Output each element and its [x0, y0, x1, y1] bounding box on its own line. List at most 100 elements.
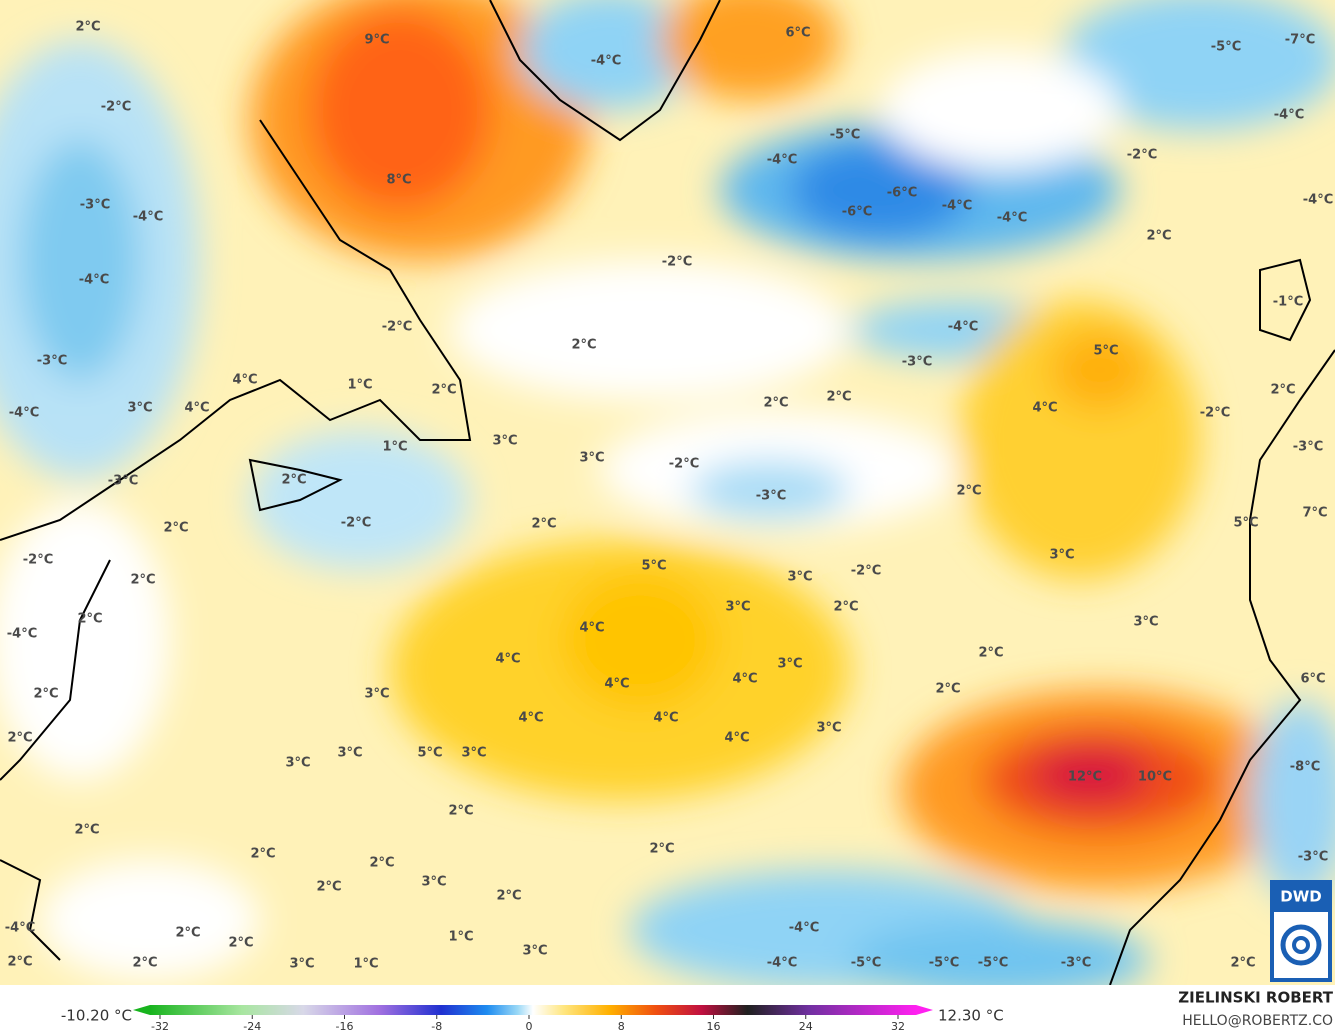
temperature-label: 3°C: [492, 434, 517, 449]
temperature-label: -3°C: [1293, 440, 1323, 455]
temperature-label: 2°C: [826, 390, 851, 405]
temperature-label: 2°C: [7, 955, 32, 970]
temperature-label: -2°C: [101, 100, 131, 115]
temperature-label: -6°C: [842, 205, 872, 220]
temperature-label: 3°C: [777, 657, 802, 672]
temperature-label: 3°C: [725, 600, 750, 615]
colorbar-tick-label: 24: [799, 1020, 813, 1033]
temperature-label: -2°C: [341, 516, 371, 531]
temperature-label: 5°C: [641, 559, 666, 574]
temperature-label: 3°C: [127, 401, 152, 416]
temperature-label: -2°C: [382, 320, 412, 335]
temperature-label: -4°C: [79, 273, 109, 288]
temperature-label: 3°C: [285, 756, 310, 771]
temperature-label: -6°C: [887, 186, 917, 201]
temperature-label: -4°C: [942, 199, 972, 214]
temperature-label: -8°C: [1290, 760, 1320, 775]
temperature-label: -2°C: [1200, 406, 1230, 421]
temperature-label: 3°C: [816, 721, 841, 736]
temperature-label: 5°C: [417, 746, 442, 761]
temperature-label: 8°C: [386, 173, 411, 188]
temperature-label: 12°C: [1068, 770, 1102, 785]
temperature-label: 3°C: [787, 570, 812, 585]
coastline: [248, 458, 343, 512]
temperature-label: 6°C: [1300, 672, 1325, 687]
contact: HELLO@ROBERTZ.CO: [1182, 1013, 1333, 1029]
temperature-label: -4°C: [7, 627, 37, 642]
coastline: [489, 0, 721, 142]
temperature-label: -3°C: [80, 198, 110, 213]
temperature-label: 2°C: [250, 847, 275, 862]
temperature-label: 1°C: [382, 440, 407, 455]
temperature-label: -3°C: [37, 354, 67, 369]
colorbar-max-arrow: [916, 1005, 933, 1015]
temperature-label: 3°C: [461, 746, 486, 761]
max-value: 12.30 °C: [938, 1007, 1004, 1025]
colorbar-tick-label: 0: [526, 1020, 533, 1033]
temperature-label: -1°C: [1273, 295, 1303, 310]
temperature-label: 9°C: [364, 33, 389, 48]
temperature-label: 4°C: [653, 711, 678, 726]
temperature-label: 2°C: [132, 956, 157, 971]
temperature-label: 5°C: [1233, 516, 1258, 531]
colorbar-tick-label: -24: [243, 1020, 261, 1033]
temperature-label: 5°C: [1093, 344, 1118, 359]
temperature-label: 2°C: [33, 687, 58, 702]
coastline: [0, 119, 472, 541]
coastline: [0, 859, 61, 961]
temperature-label: -2°C: [851, 564, 881, 579]
temperature-label: 2°C: [281, 473, 306, 488]
temperature-label: -4°C: [767, 956, 797, 971]
temperature-label: 2°C: [7, 731, 32, 746]
temperature-label: 2°C: [1146, 229, 1171, 244]
colorbar-tick-label: -16: [336, 1020, 354, 1033]
temperature-label: -4°C: [1303, 193, 1333, 208]
temperature-label: 2°C: [163, 521, 188, 536]
temperature-label: 2°C: [496, 889, 521, 904]
temperature-label: 3°C: [1049, 548, 1074, 563]
logo-swirl: [1292, 936, 1310, 954]
temperature-label: 10°C: [1138, 770, 1172, 785]
temperature-label: 4°C: [518, 711, 543, 726]
temperature-label: -2°C: [662, 255, 692, 270]
temperature-label: -4°C: [767, 153, 797, 168]
temperature-label: 4°C: [495, 652, 520, 667]
temperature-label: 4°C: [724, 731, 749, 746]
temperature-label: -4°C: [997, 211, 1027, 226]
temperature-label: -3°C: [1061, 956, 1091, 971]
temperature-label: -3°C: [108, 474, 138, 489]
temperature-label: -5°C: [929, 956, 959, 971]
temperature-label: 2°C: [978, 646, 1003, 661]
temperature-label: -5°C: [851, 956, 881, 971]
temperature-label: -2°C: [1127, 148, 1157, 163]
logo-text: DWD: [1280, 888, 1321, 906]
temperature-label: 4°C: [1032, 401, 1057, 416]
temperature-label: 2°C: [369, 856, 394, 871]
temperature-label: 3°C: [289, 957, 314, 972]
temperature-label: 7°C: [1302, 506, 1327, 521]
colorbar-tick-label: 8: [618, 1020, 625, 1033]
temperature-label: -5°C: [1211, 40, 1241, 55]
temperature-label: 2°C: [571, 338, 596, 353]
temperature-label: 2°C: [448, 804, 473, 819]
temperature-label: 3°C: [421, 875, 446, 890]
coastline: [0, 559, 111, 781]
temperature-label: 1°C: [347, 378, 372, 393]
temperature-label: -4°C: [789, 921, 819, 936]
temperature-label: -5°C: [978, 956, 1008, 971]
temperature-label: 4°C: [732, 672, 757, 687]
temperature-label: -5°C: [830, 128, 860, 143]
temperature-label: 2°C: [935, 682, 960, 697]
temperature-label: 2°C: [1230, 956, 1255, 971]
temperature-label: 2°C: [75, 20, 100, 35]
temperature-label: 2°C: [1270, 383, 1295, 398]
coastline: [1109, 349, 1335, 985]
temperature-label: 3°C: [579, 451, 604, 466]
min-value: -10.20 °C: [61, 1007, 132, 1025]
temperature-label: 4°C: [579, 621, 604, 636]
temperature-label: -4°C: [591, 54, 621, 69]
temperature-label: -4°C: [5, 921, 35, 936]
temperature-field: [0, 0, 1335, 985]
